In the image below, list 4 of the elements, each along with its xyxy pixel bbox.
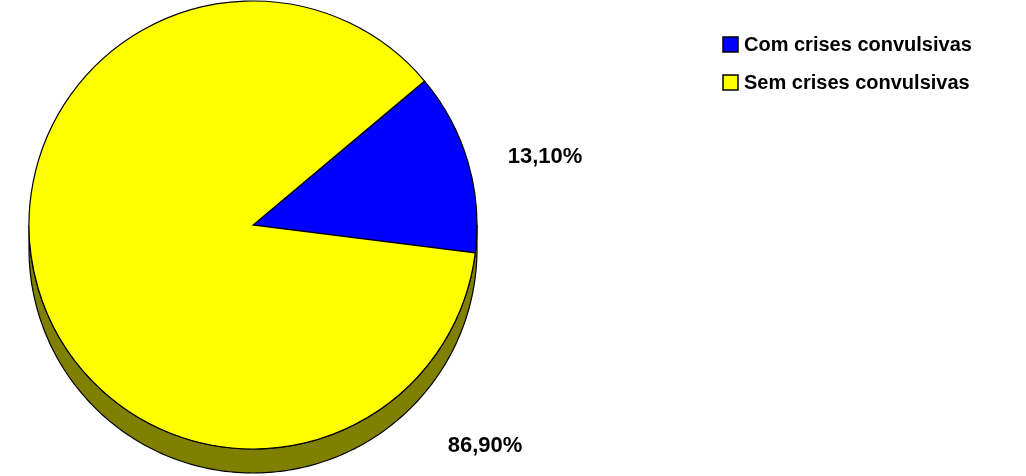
legend-label: Sem crises convulsivas [744,71,970,93]
data-label: 13,10% [507,143,583,168]
legend-label: Com crises convulsivas [744,33,972,55]
data-label: 86,90% [447,432,523,457]
